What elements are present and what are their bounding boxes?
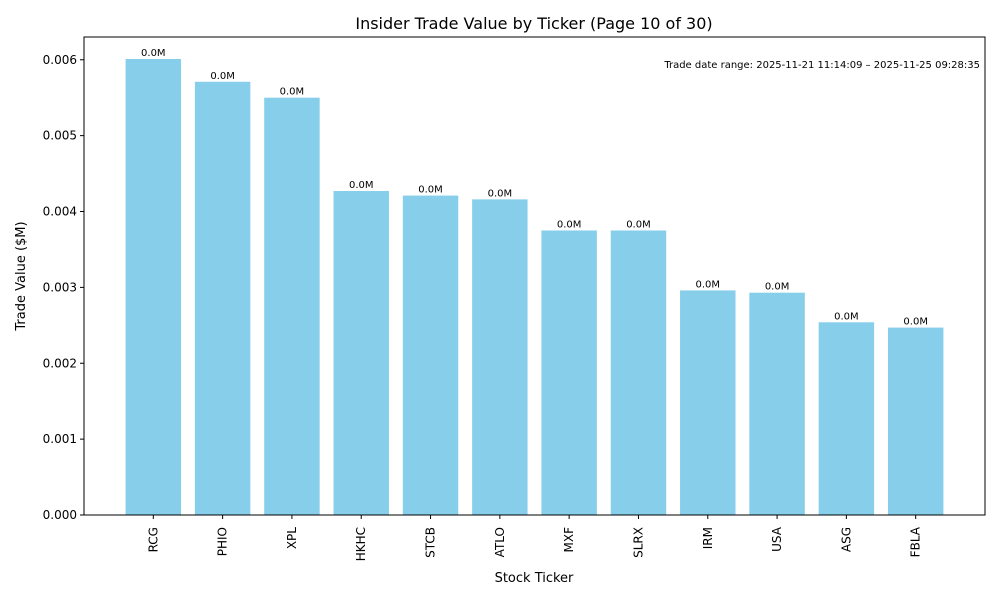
data-label-mxf: 0.0M xyxy=(557,219,582,230)
x-tick-label-usa: USA xyxy=(770,526,784,552)
bar-fbla xyxy=(887,327,944,515)
x-tick-label-xpl: XPL xyxy=(285,527,299,549)
plot-frame xyxy=(83,36,986,516)
y-tick-label: 0.003 xyxy=(43,280,77,294)
bar-asg xyxy=(818,322,875,515)
data-label-fbla: 0.0M xyxy=(903,317,928,328)
x-tick-label-hkhc: HKHC xyxy=(354,527,368,561)
data-label-hkhc: 0.0M xyxy=(349,180,374,191)
bar-irm xyxy=(680,290,736,515)
x-tick-label-mxf: MXF xyxy=(562,527,576,553)
x-tick-label-asg: ASG xyxy=(839,527,853,552)
x-tick-label-irm: IRM xyxy=(701,527,715,549)
data-label-stcb: 0.0M xyxy=(418,185,443,196)
x-axis-label: Stock Ticker xyxy=(495,571,574,586)
x-tick-label-slrx: SLRX xyxy=(631,527,645,558)
y-tick-label: 0.004 xyxy=(43,205,77,219)
bar-phio xyxy=(194,81,251,516)
x-tick-label-atlo: ATLO xyxy=(493,527,507,557)
bars-layer xyxy=(125,59,944,516)
y-tick-label: 0.006 xyxy=(43,53,77,67)
data-labels-layer: 0.0M 0.0M 0.0M 0.0M 0.0M 0.0M 0.0M 0.0M 0.0M 0.0M… xyxy=(141,48,928,328)
data-label-rcg: 0.0M xyxy=(141,48,166,59)
data-label-slrx: 0.0M xyxy=(626,219,651,230)
y-tick-label: 0.005 xyxy=(43,129,77,143)
bar-stcb xyxy=(402,195,459,515)
bar-usa xyxy=(749,292,805,515)
x-axis: RCG PHIO XPL HKHC STCB ATLO MXF SLRX IRM USA ASG FB… xyxy=(146,515,923,561)
chart-title: Insider Trade Value by Ticker (Page 10 o… xyxy=(355,14,712,33)
y-tick-label: 0.000 xyxy=(43,508,77,522)
data-label-atlo: 0.0M xyxy=(488,188,513,199)
x-tick-label-phio: PHIO xyxy=(216,527,230,556)
date-range-annotation: Trade date range: 2025-11-21 11:14:09 – … xyxy=(663,60,980,71)
x-tick-label-rcg: RCG xyxy=(146,527,160,552)
y-tick-label: 0.002 xyxy=(43,356,77,370)
x-tick-label-stcb: STCB xyxy=(424,527,438,558)
bar-slrx xyxy=(610,230,667,516)
data-label-usa: 0.0M xyxy=(765,282,790,293)
y-tick-label: 0.001 xyxy=(43,432,77,446)
bar-xpl xyxy=(264,97,320,515)
data-label-asg: 0.0M xyxy=(834,311,859,322)
bar-atlo xyxy=(472,199,528,515)
bar-mxf xyxy=(541,230,597,516)
y-axis: 0.000 0.001 0.002 0.003 0.004 0.005 0.006 xyxy=(43,53,84,522)
data-label-irm: 0.0M xyxy=(696,279,721,290)
data-label-phio: 0.0M xyxy=(210,71,235,82)
bar-rcg xyxy=(125,59,182,515)
y-axis-label: Trade Value ($M) xyxy=(14,221,29,331)
bar-hkhc xyxy=(333,191,389,515)
x-tick-label-fbla: FBLA xyxy=(909,526,923,557)
data-label-xpl: 0.0M xyxy=(280,87,305,98)
